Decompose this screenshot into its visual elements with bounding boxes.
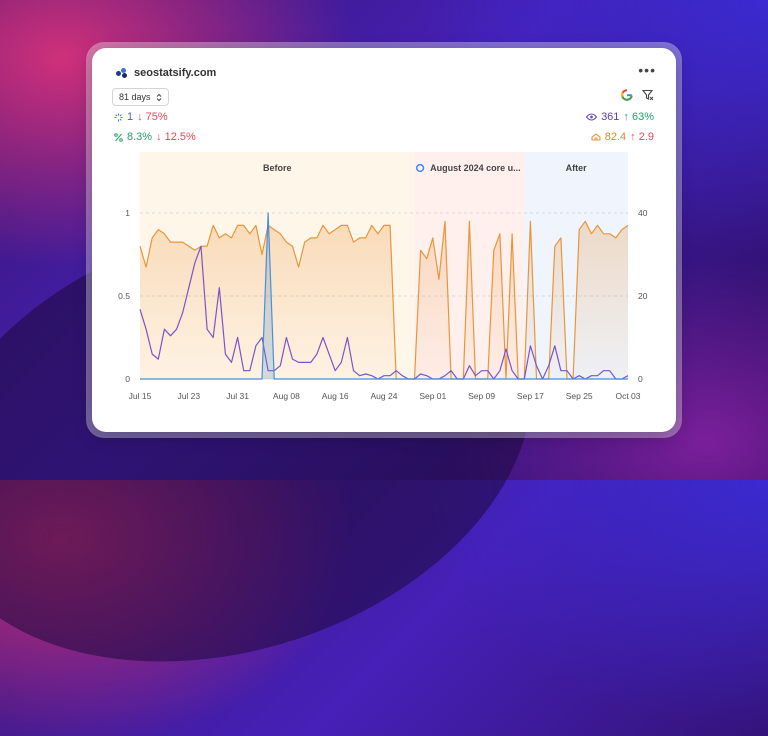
position-value: 82.4 — [604, 131, 627, 143]
y-right-tick: 40 — [638, 208, 648, 218]
position-stat: 82.4 ↑ 2.9 — [591, 131, 654, 143]
more-dots-icon[interactable]: ••• — [638, 62, 656, 78]
y-right-tick: 0 — [638, 374, 643, 384]
region-label: August 2024 core u... — [430, 163, 521, 173]
site-header: seostatsify.com — [116, 67, 216, 79]
clicks-value: 1 — [127, 111, 134, 123]
y-left-tick: 1 — [125, 208, 130, 218]
google-icon[interactable] — [620, 88, 634, 102]
clicks-icon — [114, 113, 123, 121]
performance-chart: Before August 2024 core u... After 0 0.5 1 0 20… — [118, 152, 648, 401]
ctr-stat: 8.3% ↓ 12.5% — [114, 131, 196, 143]
y-left-tick: 0 — [125, 374, 130, 384]
x-tick: Sep 09 — [468, 391, 495, 401]
y-right-tick: 20 — [638, 291, 648, 301]
chevron-up-down-icon — [156, 93, 161, 101]
x-tick: Sep 17 — [517, 391, 544, 401]
x-tick: Aug 24 — [371, 391, 398, 401]
x-tick: Sep 25 — [566, 391, 593, 401]
impressions-value: 361 — [601, 111, 620, 123]
analytics-card: seostatsify.com ••• 81 days 1 ↓ 75% 361 … — [92, 48, 676, 432]
clicks-change: ↓ 75% — [137, 111, 168, 123]
position-change: ↑ 2.9 — [630, 131, 654, 143]
ctr-line — [140, 212, 628, 380]
ctr-change: ↓ 12.5% — [156, 131, 196, 143]
percent-icon — [114, 132, 123, 142]
eye-icon — [586, 113, 598, 121]
position-icon — [591, 133, 601, 141]
clicks-line — [139, 245, 629, 380]
site-name: seostatsify.com — [134, 67, 217, 79]
region-label: After — [566, 163, 587, 173]
clicks-stat: 1 ↓ 75% — [114, 111, 168, 123]
x-tick: Jul 23 — [177, 391, 200, 401]
impressions-stat: 361 ↑ 63% — [586, 111, 654, 123]
google-icon — [415, 163, 425, 173]
y-left-tick: 0.5 — [118, 291, 130, 301]
impressions-change: ↑ 63% — [623, 111, 654, 123]
x-tick: Sep 01 — [419, 391, 446, 401]
date-range-label: 81 days — [119, 92, 151, 102]
x-tick: Jul 31 — [226, 391, 249, 401]
x-tick: Oct 03 — [615, 391, 640, 401]
site-logo-icon — [116, 68, 128, 78]
x-tick: Aug 16 — [322, 391, 349, 401]
date-range-select[interactable]: 81 days — [112, 88, 169, 106]
region-label: Before — [263, 163, 292, 173]
filter-icon[interactable] — [642, 89, 654, 101]
x-tick: Jul 15 — [129, 391, 152, 401]
ctr-value: 8.3% — [127, 131, 153, 143]
x-tick: Aug 08 — [273, 391, 300, 401]
